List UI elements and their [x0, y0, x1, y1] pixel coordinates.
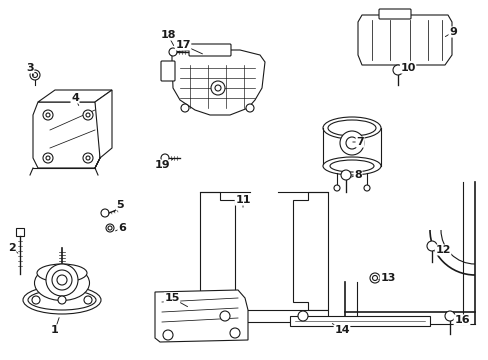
- Circle shape: [32, 72, 38, 77]
- Circle shape: [83, 153, 93, 163]
- Circle shape: [163, 330, 173, 340]
- Circle shape: [161, 154, 169, 162]
- Circle shape: [346, 137, 357, 149]
- Circle shape: [106, 224, 114, 232]
- Text: 5: 5: [116, 200, 123, 210]
- Circle shape: [169, 48, 177, 56]
- Circle shape: [426, 241, 436, 251]
- Circle shape: [84, 296, 92, 304]
- Circle shape: [340, 170, 350, 180]
- Circle shape: [229, 328, 240, 338]
- Circle shape: [57, 275, 67, 285]
- Text: 17: 17: [175, 40, 190, 50]
- Circle shape: [46, 113, 50, 117]
- Text: 12: 12: [434, 245, 450, 255]
- Text: 3: 3: [26, 63, 34, 73]
- Circle shape: [339, 131, 363, 155]
- Circle shape: [220, 311, 229, 321]
- Polygon shape: [95, 90, 112, 168]
- Circle shape: [245, 104, 253, 112]
- Circle shape: [372, 275, 377, 280]
- Text: 15: 15: [164, 293, 179, 303]
- Circle shape: [108, 226, 112, 230]
- FancyBboxPatch shape: [189, 44, 230, 56]
- Polygon shape: [200, 310, 327, 322]
- Text: 10: 10: [400, 63, 415, 73]
- Polygon shape: [289, 316, 429, 326]
- Polygon shape: [38, 90, 112, 102]
- Text: 19: 19: [155, 160, 170, 170]
- Circle shape: [86, 156, 90, 160]
- Polygon shape: [155, 290, 247, 342]
- Text: 14: 14: [333, 325, 349, 335]
- Ellipse shape: [327, 120, 375, 136]
- Polygon shape: [16, 228, 24, 236]
- Text: 8: 8: [353, 170, 361, 180]
- Ellipse shape: [323, 117, 380, 139]
- Polygon shape: [33, 102, 100, 168]
- Ellipse shape: [323, 157, 380, 175]
- FancyBboxPatch shape: [161, 61, 175, 81]
- Text: 7: 7: [355, 137, 363, 147]
- Circle shape: [46, 264, 78, 296]
- Ellipse shape: [23, 286, 101, 314]
- FancyBboxPatch shape: [378, 9, 410, 19]
- Circle shape: [363, 185, 369, 191]
- Text: 6: 6: [118, 223, 126, 233]
- Circle shape: [52, 270, 72, 290]
- Circle shape: [58, 296, 66, 304]
- Ellipse shape: [37, 264, 87, 282]
- Polygon shape: [200, 192, 235, 310]
- Circle shape: [444, 311, 454, 321]
- Circle shape: [297, 311, 307, 321]
- Ellipse shape: [28, 290, 96, 310]
- Circle shape: [392, 65, 402, 75]
- Polygon shape: [292, 192, 327, 310]
- Text: 1: 1: [51, 325, 59, 335]
- Circle shape: [30, 70, 40, 80]
- Text: 18: 18: [160, 30, 175, 40]
- Circle shape: [210, 81, 224, 95]
- Polygon shape: [172, 50, 264, 115]
- Circle shape: [43, 110, 53, 120]
- Polygon shape: [357, 15, 451, 65]
- Text: 4: 4: [71, 93, 79, 103]
- Text: 11: 11: [235, 195, 250, 205]
- Circle shape: [86, 113, 90, 117]
- Text: 16: 16: [453, 315, 469, 325]
- Text: 2: 2: [8, 243, 16, 253]
- Circle shape: [215, 85, 221, 91]
- Text: 9: 9: [448, 27, 456, 37]
- Circle shape: [333, 185, 339, 191]
- Circle shape: [83, 110, 93, 120]
- Ellipse shape: [35, 266, 89, 301]
- Circle shape: [181, 104, 189, 112]
- Text: 13: 13: [380, 273, 395, 283]
- Circle shape: [32, 296, 40, 304]
- Circle shape: [46, 156, 50, 160]
- Circle shape: [369, 273, 379, 283]
- Circle shape: [43, 153, 53, 163]
- Ellipse shape: [329, 160, 373, 172]
- Circle shape: [101, 209, 109, 217]
